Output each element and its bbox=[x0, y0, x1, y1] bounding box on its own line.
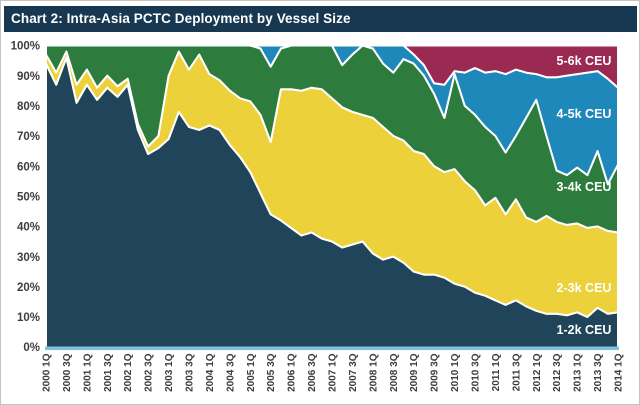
area-5-6k-ceu bbox=[45, 44, 619, 89]
x-tick-label: 2011 3Q bbox=[511, 353, 522, 391]
x-tick-label: 2009 3Q bbox=[430, 353, 441, 392]
x-tick-label: 2003 1Q bbox=[164, 353, 175, 392]
x-tick-label: 2010 1Q bbox=[450, 353, 461, 392]
x-tick-label: 2014 1Q bbox=[614, 353, 625, 392]
x-tick-label: 2001 3Q bbox=[103, 353, 114, 392]
y-tick-label: 30% bbox=[17, 252, 40, 264]
x-tick-label: 2009 1Q bbox=[409, 353, 420, 392]
x-tick-label: 2005 1Q bbox=[246, 353, 257, 392]
series-label-4-5k-ceu: 4-5k CEU bbox=[557, 107, 612, 121]
x-tick-label: 2012 3Q bbox=[552, 353, 563, 392]
x-tick-label: 2003 3Q bbox=[185, 353, 196, 392]
x-tick-label: 2007 3Q bbox=[348, 353, 359, 392]
chart-title: Chart 2: Intra-Asia PCTC Deployment by V… bbox=[11, 11, 351, 26]
x-tick-label: 2000 1Q bbox=[42, 353, 53, 392]
x-tick-label: 2008 1Q bbox=[368, 353, 379, 392]
x-axis-baseline bbox=[45, 346, 619, 351]
x-tick-label: 2004 1Q bbox=[205, 353, 216, 392]
chart-title-bar: Chart 2: Intra-Asia PCTC Deployment by V… bbox=[4, 6, 637, 32]
y-tick-label: 40% bbox=[17, 222, 40, 234]
y-tick-label: 10% bbox=[17, 312, 40, 324]
y-tick-label: 90% bbox=[17, 71, 40, 83]
x-tick-label: 2002 3Q bbox=[144, 353, 155, 392]
x-tick-label: 2002 1Q bbox=[123, 353, 134, 392]
x-tick-label: 2006 3Q bbox=[307, 353, 318, 392]
x-tick-label: 2011 1Q bbox=[491, 353, 502, 391]
y-tick-label: 0% bbox=[23, 342, 40, 354]
x-tick-label: 2004 3Q bbox=[225, 353, 236, 392]
x-tick-label: 2006 1Q bbox=[287, 353, 298, 392]
y-tick-label: 80% bbox=[17, 101, 40, 113]
series-label-3-4k-ceu: 3-4k CEU bbox=[557, 180, 612, 194]
x-tick-label: 2001 1Q bbox=[82, 353, 93, 392]
x-tick-label: 2013 3Q bbox=[593, 353, 604, 392]
y-tick-label: 50% bbox=[17, 191, 40, 203]
x-tick-label: 2012 1Q bbox=[532, 353, 543, 392]
x-tick-label: 2000 3Q bbox=[62, 353, 73, 392]
y-tick-label: 100% bbox=[11, 41, 40, 53]
x-tick-label: 2007 1Q bbox=[328, 353, 339, 392]
x-tick-label: 2013 1Q bbox=[573, 353, 584, 392]
series-label-5-6k-ceu: 5-6k CEU bbox=[557, 54, 612, 68]
y-tick-label: 70% bbox=[17, 131, 40, 143]
x-tick-label: 2005 3Q bbox=[266, 353, 277, 392]
series-label-2-3k-ceu: 2-3k CEU bbox=[557, 281, 612, 295]
x-tick-label: 2010 3Q bbox=[471, 353, 482, 392]
y-tick-label: 20% bbox=[17, 282, 40, 294]
x-tick-label: 2008 3Q bbox=[389, 353, 400, 392]
y-tick-label: 60% bbox=[17, 161, 40, 173]
series-label-1-2k-ceu: 1-2k CEU bbox=[557, 323, 612, 337]
